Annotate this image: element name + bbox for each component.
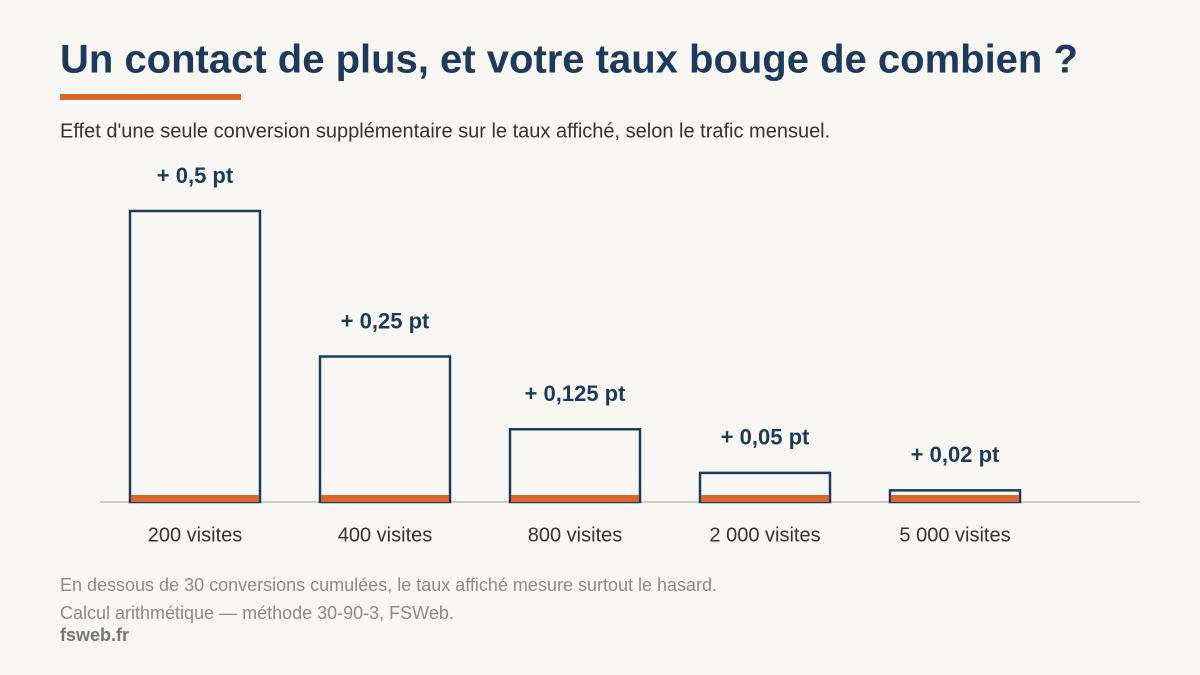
x-tick-label: 800 visites <box>528 524 623 546</box>
x-tick-label: 400 visites <box>338 524 433 546</box>
x-tick-label: 2 000 visites <box>709 524 820 546</box>
subtitle: Effet d'une seule conversion supplémenta… <box>60 120 830 142</box>
x-tick-label: 200 visites <box>148 524 243 546</box>
x-tick-label: 5 000 visites <box>899 524 1010 546</box>
bar-base <box>321 495 449 502</box>
source: fsweb.fr <box>60 625 129 645</box>
value-label: + 0,5 pt <box>157 163 234 188</box>
value-label: + 0,05 pt <box>721 425 810 450</box>
bar-base <box>511 495 639 502</box>
footnote: Calcul arithmétique — méthode 30-90-3, F… <box>60 603 454 623</box>
chart-title: Un contact de plus, et votre taux bouge … <box>60 38 1078 82</box>
bar-base <box>131 495 259 502</box>
bar-base <box>701 495 829 502</box>
value-label: + 0,125 pt <box>525 381 627 406</box>
value-label: + 0,25 pt <box>341 308 430 333</box>
bar-base <box>891 495 1019 502</box>
title-underline <box>60 94 241 100</box>
footnote: En dessous de 30 conversions cumulées, l… <box>60 575 717 595</box>
value-label: + 0,02 pt <box>911 442 1000 467</box>
